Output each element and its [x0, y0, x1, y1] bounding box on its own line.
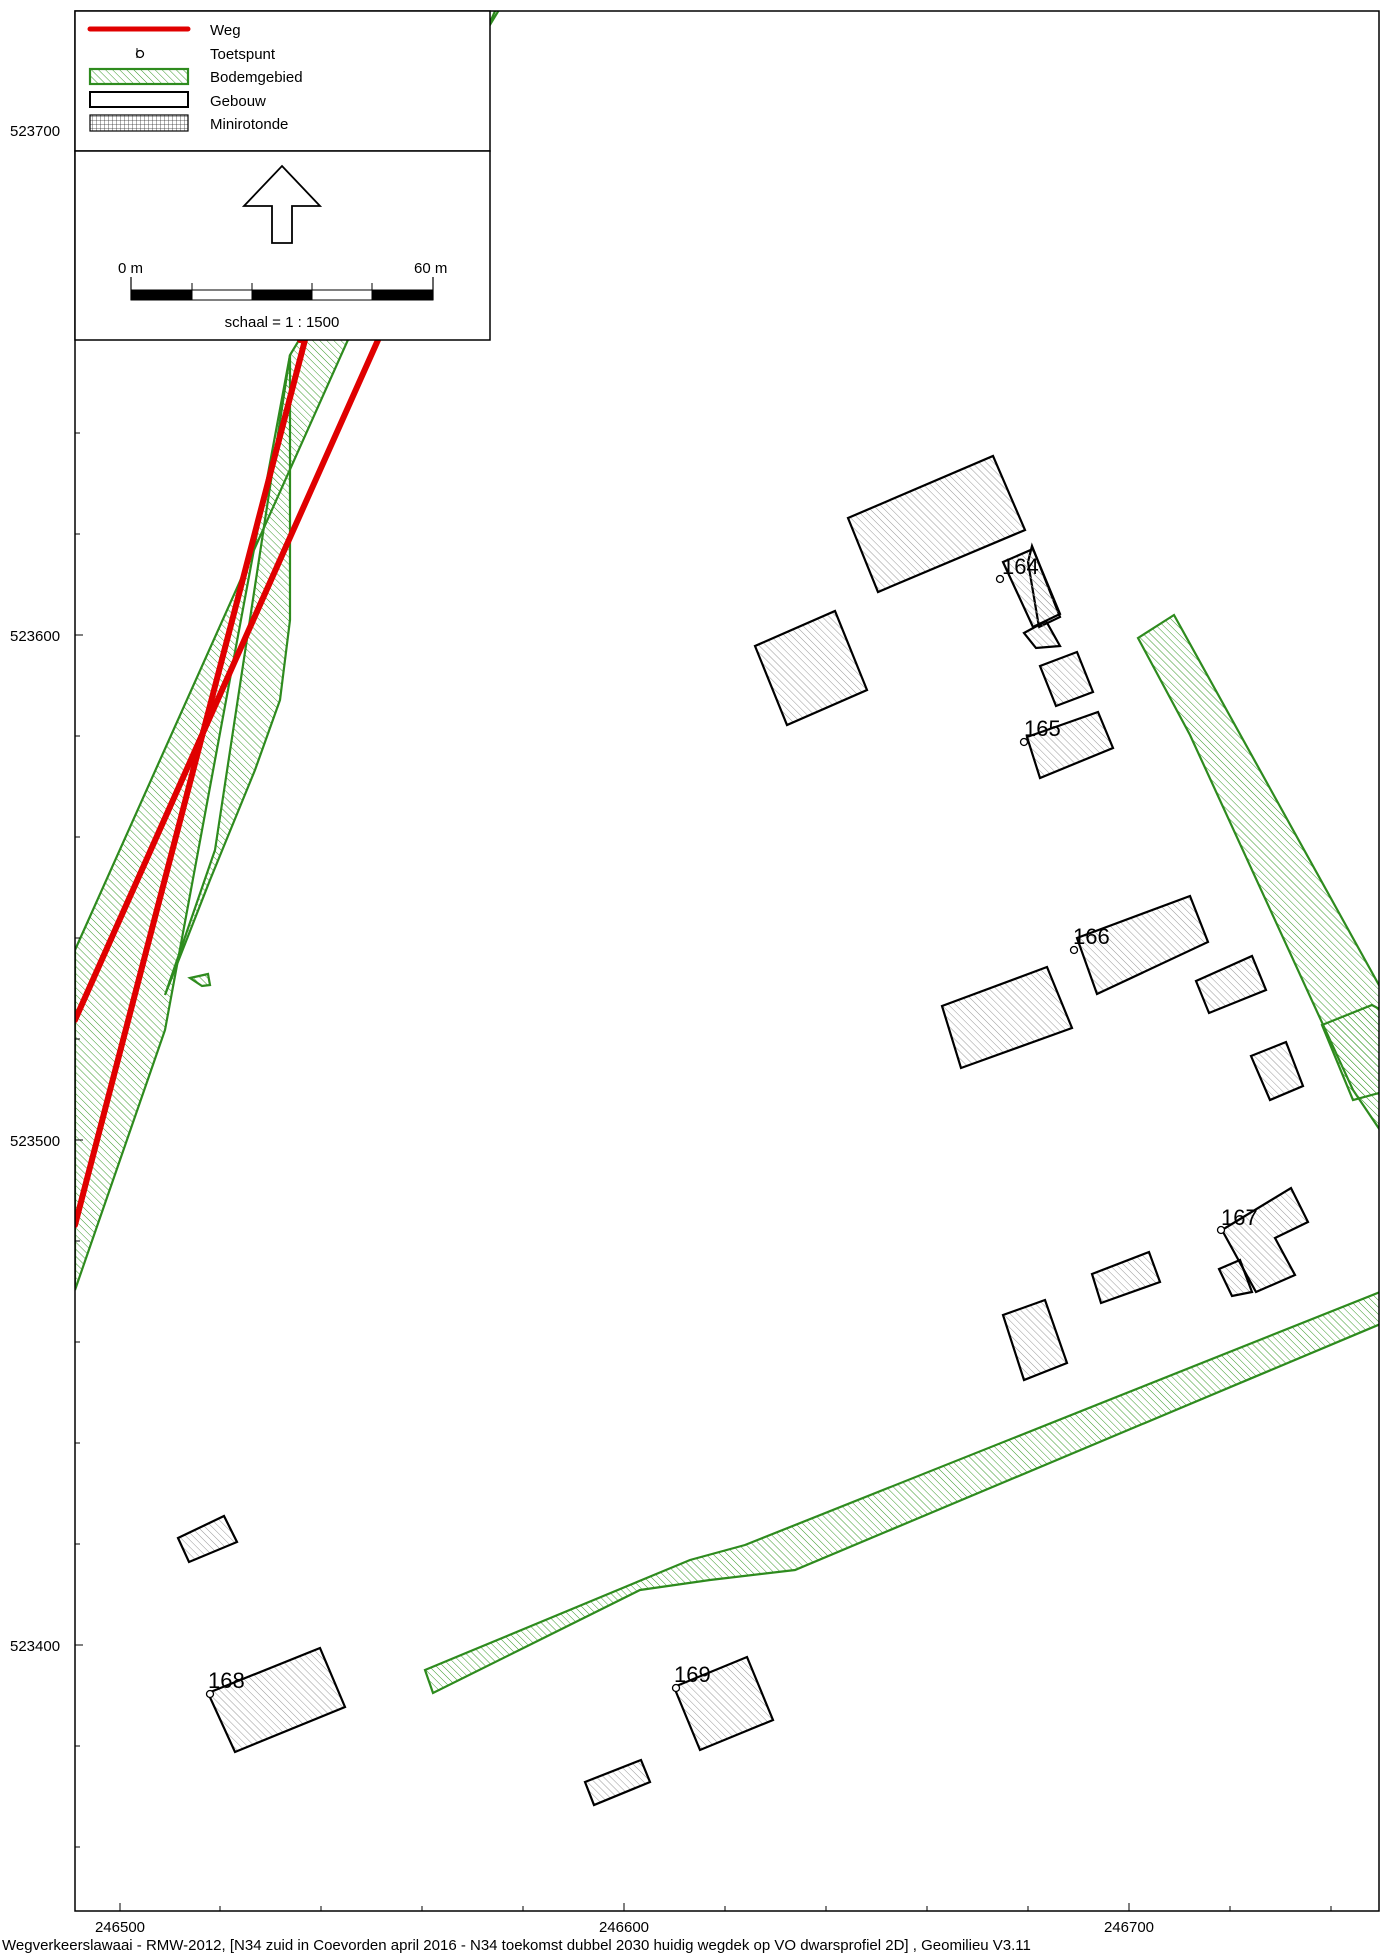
assessment-point-icon [671, 1683, 681, 1693]
building [940, 965, 1074, 1070]
building [1025, 710, 1115, 780]
building [1249, 1040, 1305, 1102]
assessment-point-169[interactable]: 169 [671, 1662, 711, 1693]
north-arrow-icon [241, 164, 323, 244]
point-label: 164 [1002, 554, 1039, 579]
y-tick-label: 523500 [10, 1133, 60, 1150]
assessment-point-165[interactable]: 165 [1019, 716, 1061, 747]
building [1001, 547, 1062, 629]
legend-panel: Weg Toetspunt Bodemgebied Gebouw Minirot… [74, 10, 491, 152]
scale-bar [130, 277, 434, 301]
legend-label: Minirotonde [210, 116, 288, 133]
scale-ratio-text: schaal = 1 : 1500 [225, 314, 340, 331]
mini-roundabout-icon [89, 114, 189, 132]
legend-label: Toetspunt [210, 46, 276, 63]
ground-area-inner-strip [163, 354, 292, 996]
legend-label: Gebouw [210, 93, 266, 110]
ground-area-road-strip [75, 11, 500, 1291]
assessment-point-167[interactable]: 167 [1216, 1205, 1258, 1235]
ground-area-notch [187, 972, 212, 988]
point-label: 167 [1221, 1205, 1258, 1230]
x-tick-label: 246700 [1104, 1919, 1154, 1936]
building [1217, 1258, 1254, 1298]
building [1220, 1186, 1310, 1294]
point-label: 165 [1024, 716, 1061, 741]
ground-area-east-plot [1320, 1003, 1379, 1102]
building [753, 609, 869, 727]
point-label: 168 [208, 1668, 245, 1693]
road-line-east [75, 337, 381, 1023]
building-icon [89, 91, 189, 108]
y-tick-label: 523700 [10, 123, 60, 140]
ground-area-icon [88, 67, 190, 86]
point-label: 169 [674, 1662, 711, 1687]
y-tick-label: 523400 [10, 1638, 60, 1655]
building [1194, 954, 1268, 1015]
x-axis [119, 1903, 1332, 1911]
assessment-point-icon [1216, 1225, 1226, 1235]
scale-end-label: 60 m [414, 260, 447, 277]
ground-area-south-strip [423, 1291, 1379, 1695]
building [176, 1514, 239, 1564]
building [1038, 650, 1095, 708]
assessment-point-icon [205, 1689, 215, 1699]
y-tick-label: 523600 [10, 628, 60, 645]
building [846, 454, 1027, 594]
road-line-west [75, 337, 308, 1228]
assessment-point-164[interactable]: 164 [995, 554, 1039, 584]
scale-start-label: 0 m [118, 260, 143, 277]
legend-label: Bodemgebied [210, 69, 303, 86]
map-frame [74, 10, 1380, 1912]
assessment-point-icon [1069, 945, 1079, 955]
x-tick-label: 246500 [95, 1919, 145, 1936]
assessment-point-icon [1019, 737, 1029, 747]
building [1075, 894, 1210, 996]
building [672, 1655, 775, 1752]
x-tick-label: 246600 [599, 1919, 649, 1936]
footer-caption: Wegverkeerslawaai - RMW-2012, [N34 zuid … [2, 1937, 1031, 1954]
building [583, 1758, 652, 1807]
point-label: 166 [1073, 924, 1110, 949]
building [1022, 619, 1062, 650]
assessment-point-icon [995, 574, 1005, 584]
ground-area-east-strip [1136, 613, 1379, 1131]
legend-label: Weg [210, 22, 241, 39]
assessment-point-166[interactable]: 166 [1069, 924, 1110, 955]
building [206, 1646, 347, 1754]
building [1001, 1298, 1069, 1382]
building [1090, 1250, 1162, 1305]
scale-panel: 0 m 60 m schaal = 1 : 1500 [74, 150, 491, 341]
assessment-point-168[interactable]: 168 [205, 1668, 245, 1699]
assessment-point-icon [135, 48, 145, 59]
